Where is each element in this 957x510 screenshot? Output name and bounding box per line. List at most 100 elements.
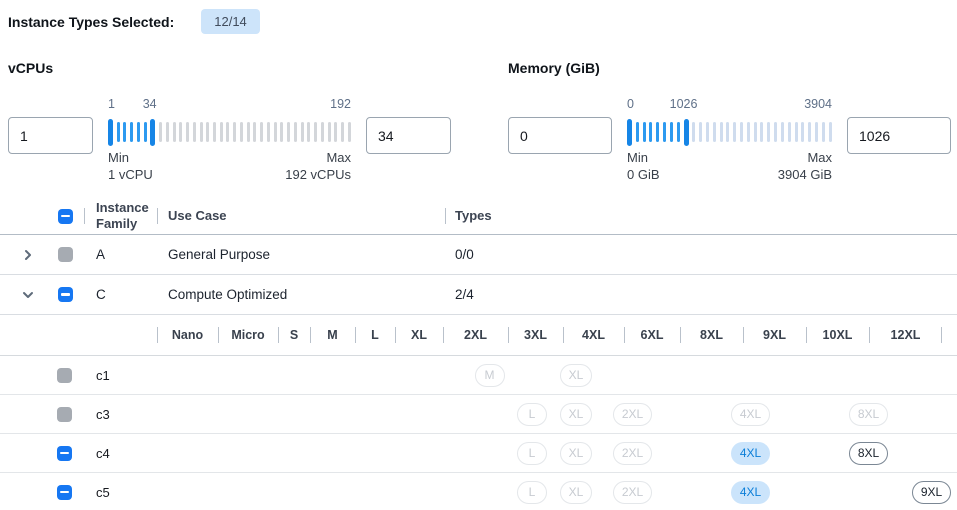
memory-max-input[interactable] xyxy=(847,117,951,154)
checkbox-cell xyxy=(46,275,84,314)
instance-sizes-grid: L XL 2XL 4XL 8XL xyxy=(314,402,957,426)
size-cell-m: M xyxy=(467,363,512,387)
size-column-header-l: L xyxy=(355,315,395,355)
size-pill-4xl[interactable]: 4XL xyxy=(730,480,771,504)
size-cell-9xl: 9XL xyxy=(900,480,957,504)
size-cell-3xl xyxy=(665,364,720,387)
slider-tick xyxy=(780,122,784,142)
slider-end-label: 192 xyxy=(330,97,351,111)
selection-count-badge: 12/14 xyxy=(201,9,260,34)
column-header-types: Types xyxy=(445,198,957,234)
vcpu-max-input[interactable] xyxy=(366,117,451,154)
instance-row-left: c3 xyxy=(0,406,157,422)
size-cell-3xl xyxy=(665,481,720,504)
size-cell-micro xyxy=(375,442,435,465)
slider-tick xyxy=(165,122,169,142)
vcpu-slider-track[interactable] xyxy=(108,118,351,146)
slider-tick xyxy=(159,122,163,142)
size-pill-8xl[interactable]: 8XL xyxy=(848,441,889,465)
size-pill-2xl: 2XL xyxy=(612,480,653,504)
slider-tick xyxy=(287,122,291,142)
chevron-right-icon[interactable] xyxy=(21,248,35,262)
slider-tick xyxy=(794,122,798,142)
slider-tick xyxy=(719,122,723,142)
use-case: General Purpose xyxy=(168,247,271,262)
size-column-header-6xl: 6XL xyxy=(624,315,680,355)
size-cell-micro xyxy=(375,364,435,387)
size-cell-4xl: 4XL xyxy=(720,441,781,465)
instance-row-left: c5 xyxy=(0,484,157,500)
size-pill-4xl[interactable]: 4XL xyxy=(730,441,771,465)
slider-tick xyxy=(130,122,134,142)
instance-name: c5 xyxy=(96,484,110,500)
slider-start-label: 1 xyxy=(108,97,115,111)
slider-tick xyxy=(307,122,311,142)
memory-range-slider: 0 1026 3904 Min 0 GiB Max 3904 GiB xyxy=(627,97,832,183)
row-checkbox xyxy=(57,367,72,383)
size-cell-6xl xyxy=(781,442,837,465)
slider-tick xyxy=(649,122,653,142)
size-cell-s xyxy=(435,403,467,426)
slider-min-value: 1 vCPU xyxy=(108,166,153,182)
vcpu-range-slider: 1 34 192 Min 1 vCPU Max 192 vCPUs xyxy=(108,97,351,183)
instance-row-left: c1 xyxy=(0,367,157,383)
size-cell-s xyxy=(435,442,467,465)
slider-end-label: 3904 xyxy=(804,97,832,111)
slider-tick xyxy=(136,122,140,142)
size-cell-micro xyxy=(375,403,435,426)
chevron-down-icon[interactable] xyxy=(21,288,35,302)
instance-sizes-grid: L XL 2XL 4XL 8XL xyxy=(314,441,957,465)
size-column-header-2xl: 2XL xyxy=(443,315,508,355)
size-pill-9xl[interactable]: 9XL xyxy=(911,480,952,504)
size-pill-m: M xyxy=(474,363,505,387)
size-column-header-12xl: 12XL xyxy=(869,315,942,355)
family-name: C xyxy=(96,287,106,302)
instance-row-c5: c5LXL2XL4XL9XL12XL xyxy=(0,473,957,510)
size-cell-4xl: 4XL xyxy=(720,480,781,504)
row-checkbox[interactable] xyxy=(57,287,73,302)
size-cell-l xyxy=(512,364,552,387)
size-pill-xl: XL xyxy=(559,480,593,504)
column-header-instance-family: Instance Family xyxy=(84,198,157,234)
slider-tick xyxy=(253,122,257,142)
size-cell-nano xyxy=(314,442,375,465)
row-checkbox xyxy=(57,406,72,422)
selection-summary-label: Instance Types Selected: xyxy=(8,13,175,30)
slider-handle[interactable] xyxy=(683,118,689,146)
size-cell-2xl xyxy=(600,364,665,387)
slider-handle[interactable] xyxy=(627,118,632,146)
vcpu-slider-labels: 1 34 192 xyxy=(108,97,351,118)
slider-min-title: Min xyxy=(627,150,648,165)
slider-tick xyxy=(199,122,203,142)
size-cell-6xl xyxy=(781,403,837,426)
slider-tick xyxy=(186,122,190,142)
sizes-header-grid: Nano Micro S M L XL 2XL 3XL 4XL 6XL 8XL 9XL 10XL 12XL xyxy=(157,315,957,355)
size-cell-6xl xyxy=(781,364,837,387)
instance-sizes-grid: M XL xyxy=(314,363,957,387)
slider-tick xyxy=(192,122,196,142)
slider-max-value: 192 vCPUs xyxy=(285,166,351,182)
row-checkbox[interactable] xyxy=(57,445,72,461)
select-all-checkbox[interactable] xyxy=(57,208,73,224)
size-pill-xl: XL xyxy=(559,402,593,426)
slider-tick xyxy=(179,122,183,142)
size-cell-4xl: 4XL xyxy=(720,402,781,426)
slider-handle-label: 1026 xyxy=(669,97,698,111)
slider-start-label: 0 xyxy=(627,97,634,111)
slider-tick xyxy=(726,122,730,142)
memory-min-input[interactable] xyxy=(508,117,612,154)
size-cell-l: L xyxy=(512,441,552,465)
memory-slider-track[interactable] xyxy=(627,118,832,146)
size-pill-xl: XL xyxy=(559,441,593,465)
slider-min-title: Min xyxy=(108,150,129,165)
row-checkbox[interactable] xyxy=(57,484,72,500)
slider-max-value: 3904 GiB xyxy=(777,166,832,182)
slider-handle[interactable] xyxy=(108,118,113,146)
slider-tick xyxy=(676,122,680,142)
instance-row-left: c4 xyxy=(0,445,157,461)
size-cell-4xl xyxy=(720,364,781,387)
instance-row-c4: c4 L XL 2XL 4XL 8XL xyxy=(0,434,957,473)
size-cell-nano xyxy=(314,403,375,426)
slider-handle[interactable] xyxy=(150,118,156,146)
vcpu-min-input[interactable] xyxy=(8,117,93,154)
